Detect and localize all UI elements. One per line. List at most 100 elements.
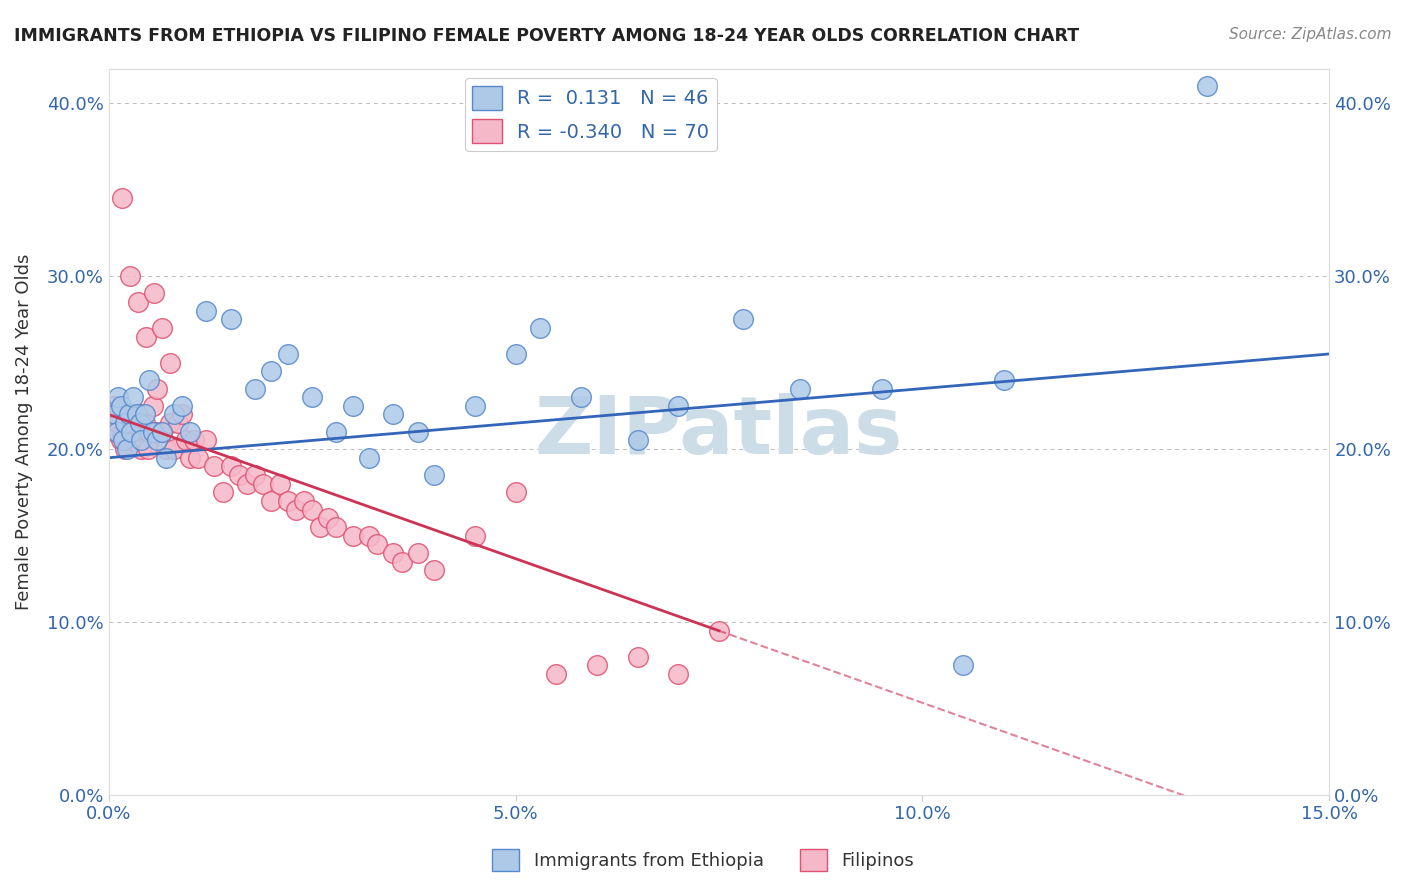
Point	[166, 416, 188, 430]
Point	[666, 667, 689, 681]
Point	[107, 390, 129, 404]
Point	[277, 494, 299, 508]
Point	[110, 399, 132, 413]
Point	[219, 312, 242, 326]
Point	[146, 382, 169, 396]
Point	[505, 485, 527, 500]
Point	[666, 399, 689, 413]
Point	[107, 416, 129, 430]
Point	[179, 450, 201, 465]
Point	[138, 373, 160, 387]
Point	[105, 425, 128, 439]
Point	[325, 520, 347, 534]
Point	[228, 468, 250, 483]
Point	[142, 399, 165, 413]
Point	[357, 528, 380, 542]
Text: IMMIGRANTS FROM ETHIOPIA VS FILIPINO FEMALE POVERTY AMONG 18-24 YEAR OLDS CORREL: IMMIGRANTS FROM ETHIOPIA VS FILIPINO FEM…	[14, 27, 1080, 45]
Point	[105, 408, 128, 422]
Point	[138, 425, 160, 439]
Point	[292, 494, 315, 508]
Point	[145, 425, 167, 439]
Point	[707, 624, 730, 638]
Point	[870, 382, 893, 396]
Point	[301, 390, 323, 404]
Point	[269, 476, 291, 491]
Point	[952, 658, 974, 673]
Point	[569, 390, 592, 404]
Point	[406, 546, 429, 560]
Point	[134, 416, 156, 430]
Point	[211, 485, 233, 500]
Point	[143, 286, 166, 301]
Point	[357, 450, 380, 465]
Point	[104, 425, 127, 439]
Point	[155, 442, 177, 456]
Point	[464, 528, 486, 542]
Point	[219, 459, 242, 474]
Point	[318, 511, 340, 525]
Y-axis label: Female Poverty Among 18-24 Year Olds: Female Poverty Among 18-24 Year Olds	[15, 253, 32, 610]
Point	[159, 355, 181, 369]
Point	[733, 312, 755, 326]
Point	[505, 347, 527, 361]
Point	[586, 658, 609, 673]
Point	[284, 502, 307, 516]
Point	[115, 416, 138, 430]
Point	[146, 434, 169, 448]
Legend: R =  0.131   N = 46, R = -0.340   N = 70: R = 0.131 N = 46, R = -0.340 N = 70	[464, 78, 717, 151]
Point	[129, 434, 152, 448]
Point	[174, 434, 197, 448]
Point	[128, 416, 150, 430]
Point	[993, 373, 1015, 387]
Point	[142, 425, 165, 439]
Point	[127, 295, 149, 310]
Point	[127, 408, 149, 422]
Point	[170, 399, 193, 413]
Point	[134, 408, 156, 422]
Point	[243, 382, 266, 396]
Point	[195, 303, 218, 318]
Point	[127, 408, 149, 422]
Point	[150, 425, 173, 439]
Point	[129, 442, 152, 456]
Point	[112, 434, 135, 448]
Point	[163, 408, 186, 422]
Point	[546, 667, 568, 681]
Point	[202, 459, 225, 474]
Point	[118, 269, 141, 284]
Text: ZIPatlas: ZIPatlas	[534, 392, 903, 471]
Point	[423, 468, 446, 483]
Point	[159, 416, 181, 430]
Point	[135, 329, 157, 343]
Point	[789, 382, 811, 396]
Point	[110, 434, 132, 448]
Point	[118, 434, 141, 448]
Point	[163, 442, 186, 456]
Point	[150, 321, 173, 335]
Point	[179, 425, 201, 439]
Point	[112, 425, 135, 439]
Point	[122, 425, 145, 439]
Point	[391, 555, 413, 569]
Point	[120, 408, 142, 422]
Point	[114, 416, 136, 430]
Point	[1197, 78, 1219, 93]
Point	[243, 468, 266, 483]
Point	[423, 563, 446, 577]
Point	[120, 425, 142, 439]
Point	[187, 450, 209, 465]
Point	[406, 425, 429, 439]
Point	[111, 191, 134, 205]
Point	[170, 408, 193, 422]
Point	[260, 494, 283, 508]
Point	[195, 434, 218, 448]
Point	[366, 537, 388, 551]
Text: Source: ZipAtlas.com: Source: ZipAtlas.com	[1229, 27, 1392, 42]
Point	[114, 442, 136, 456]
Legend: Immigrants from Ethiopia, Filipinos: Immigrants from Ethiopia, Filipinos	[485, 842, 921, 879]
Point	[104, 408, 127, 422]
Point	[252, 476, 274, 491]
Point	[122, 390, 145, 404]
Point	[236, 476, 259, 491]
Point	[626, 434, 648, 448]
